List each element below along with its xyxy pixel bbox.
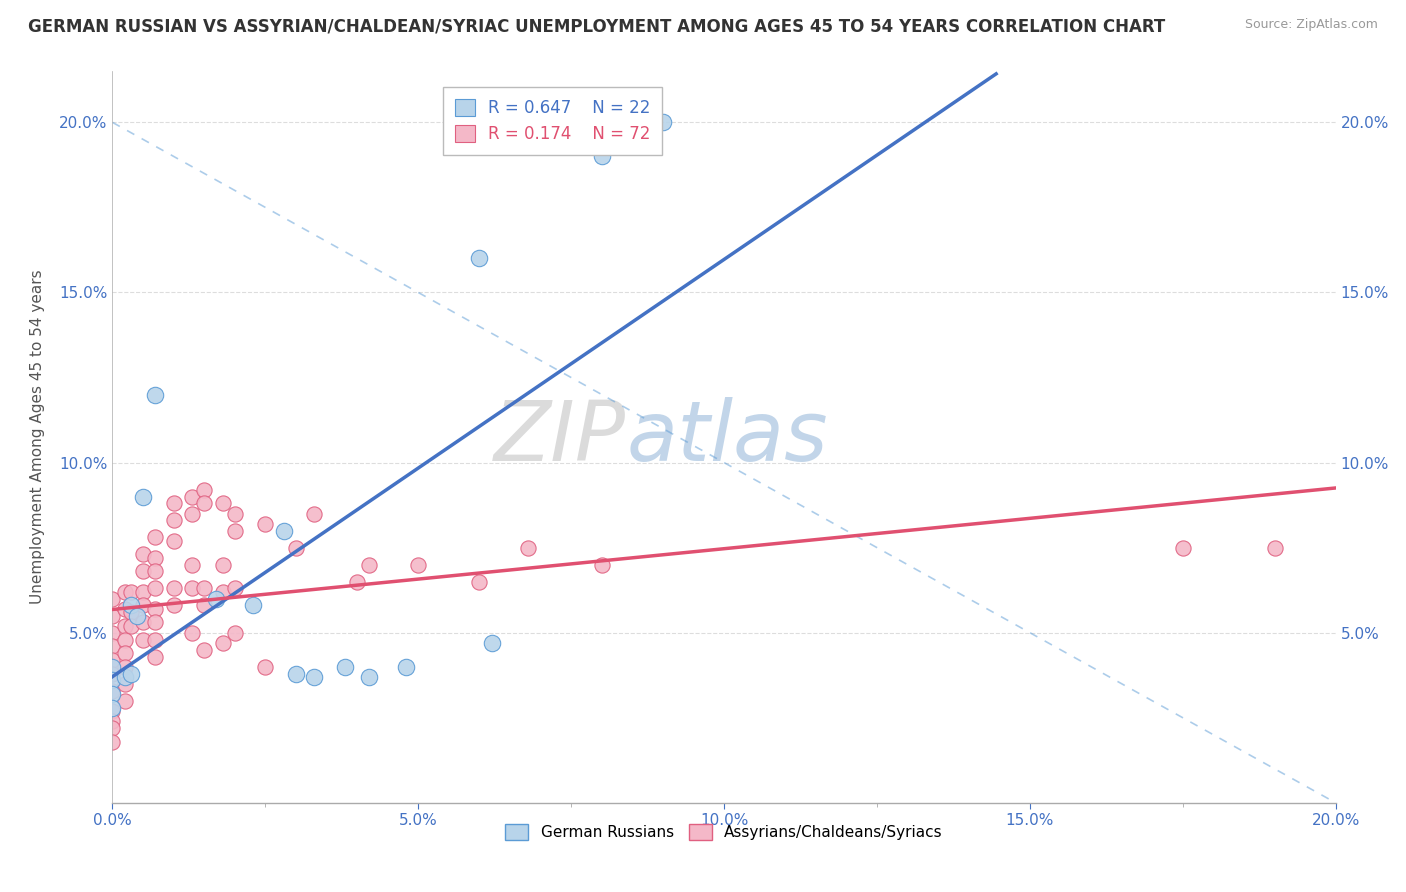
- Point: [224, 524, 246, 538]
- Point: [114, 659, 136, 673]
- Point: [143, 602, 166, 616]
- Point: [193, 599, 215, 613]
- Point: [114, 670, 136, 684]
- Point: [120, 666, 142, 681]
- Point: [101, 673, 124, 688]
- Point: [359, 558, 381, 572]
- Point: [517, 541, 540, 555]
- Point: [254, 659, 277, 673]
- Point: [114, 694, 136, 708]
- Point: [101, 666, 124, 681]
- Point: [211, 585, 233, 599]
- Point: [143, 550, 166, 565]
- Point: [125, 608, 148, 623]
- Point: [181, 507, 204, 521]
- Point: [120, 605, 142, 619]
- Point: [143, 649, 166, 664]
- Point: [114, 646, 136, 660]
- Point: [591, 149, 613, 163]
- Point: [304, 670, 326, 684]
- Y-axis label: Unemployment Among Ages 45 to 54 years: Unemployment Among Ages 45 to 54 years: [31, 269, 45, 605]
- Point: [132, 565, 155, 579]
- Point: [408, 558, 430, 572]
- Point: [224, 625, 246, 640]
- Point: [224, 582, 246, 596]
- Point: [132, 632, 155, 647]
- Point: [114, 619, 136, 633]
- Point: [591, 558, 613, 572]
- Point: [101, 700, 124, 714]
- Point: [101, 721, 124, 735]
- Point: [211, 496, 233, 510]
- Point: [101, 687, 124, 701]
- Point: [114, 677, 136, 691]
- Point: [101, 683, 124, 698]
- Point: [205, 591, 228, 606]
- Point: [211, 558, 233, 572]
- Point: [101, 591, 124, 606]
- Point: [1171, 541, 1194, 555]
- Point: [284, 541, 308, 555]
- Point: [114, 632, 136, 647]
- Point: [359, 670, 381, 684]
- Point: [132, 615, 155, 630]
- Point: [181, 490, 204, 504]
- Point: [101, 734, 124, 748]
- Text: atlas: atlas: [626, 397, 828, 477]
- Point: [163, 582, 186, 596]
- Point: [143, 632, 166, 647]
- Point: [132, 490, 155, 504]
- Point: [114, 585, 136, 599]
- Point: [101, 653, 124, 667]
- Point: [101, 625, 124, 640]
- Point: [163, 533, 186, 548]
- Point: [132, 585, 155, 599]
- Point: [468, 252, 491, 266]
- Point: [481, 636, 503, 650]
- Point: [163, 599, 186, 613]
- Point: [132, 548, 155, 562]
- Point: [181, 558, 204, 572]
- Point: [254, 516, 277, 531]
- Point: [211, 636, 233, 650]
- Text: GERMAN RUSSIAN VS ASSYRIAN/CHALDEAN/SYRIAC UNEMPLOYMENT AMONG AGES 45 TO 54 YEAR: GERMAN RUSSIAN VS ASSYRIAN/CHALDEAN/SYRI…: [28, 18, 1166, 36]
- Point: [193, 642, 215, 657]
- Point: [120, 619, 142, 633]
- Point: [304, 507, 326, 521]
- Point: [224, 507, 246, 521]
- Point: [143, 387, 166, 401]
- Point: [284, 666, 308, 681]
- Point: [143, 565, 166, 579]
- Point: [163, 496, 186, 510]
- Point: [101, 640, 124, 654]
- Point: [242, 599, 264, 613]
- Point: [181, 582, 204, 596]
- Point: [1264, 541, 1286, 555]
- Legend: German Russians, Assyrians/Chaldeans/Syriacs: German Russians, Assyrians/Chaldeans/Syr…: [499, 818, 949, 847]
- Point: [132, 599, 155, 613]
- Point: [333, 659, 356, 673]
- Text: ZIP: ZIP: [495, 397, 626, 477]
- Point: [193, 582, 215, 596]
- Point: [120, 585, 142, 599]
- Point: [120, 599, 142, 613]
- Point: [181, 625, 204, 640]
- Point: [395, 659, 418, 673]
- Point: [468, 574, 491, 589]
- Point: [193, 483, 215, 497]
- Point: [114, 602, 136, 616]
- Point: [346, 574, 368, 589]
- Point: [652, 115, 675, 129]
- Point: [101, 659, 124, 673]
- Point: [163, 513, 186, 527]
- Point: [273, 524, 295, 538]
- Point: [101, 608, 124, 623]
- Point: [193, 496, 215, 510]
- Point: [101, 714, 124, 728]
- Point: [101, 704, 124, 718]
- Point: [143, 582, 166, 596]
- Point: [143, 531, 166, 545]
- Text: Source: ZipAtlas.com: Source: ZipAtlas.com: [1244, 18, 1378, 31]
- Point: [143, 615, 166, 630]
